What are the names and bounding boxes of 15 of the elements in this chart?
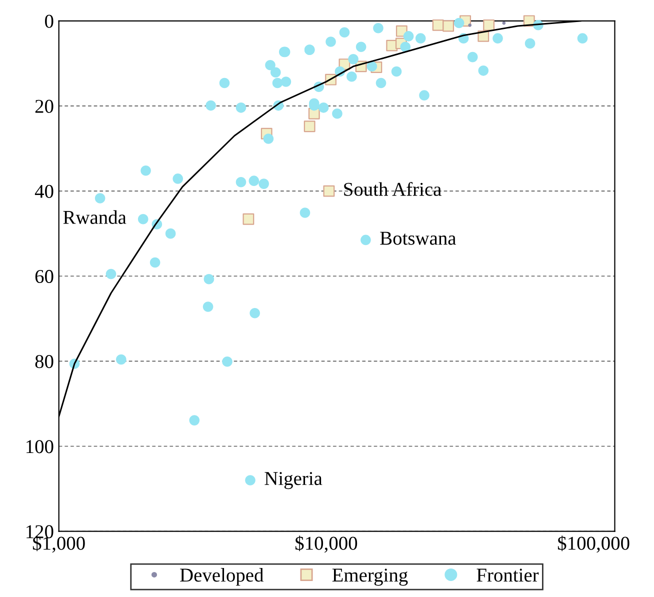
y-tick-label: 0 [45,14,54,28]
x-tick-label: $100,000 [558,536,630,553]
annotation: Botswana [380,232,456,245]
x-tick-label: $10,000 [295,536,358,553]
legend-label: Emerging [332,568,408,586]
y-tick-label: 80 [35,355,54,368]
annotation: South Africa [344,182,442,196]
y-tick-label: 100 [26,440,54,454]
y-tick-label: 40 [34,184,54,198]
y-tick-label: 60 [35,270,54,284]
y-tick-label: 20 [35,100,54,113]
legend-label: Frontier [476,568,539,582]
annotation: Nigeria [264,472,322,490]
annotation: Rwanda [63,210,126,224]
legend-label: Developed [180,568,264,586]
